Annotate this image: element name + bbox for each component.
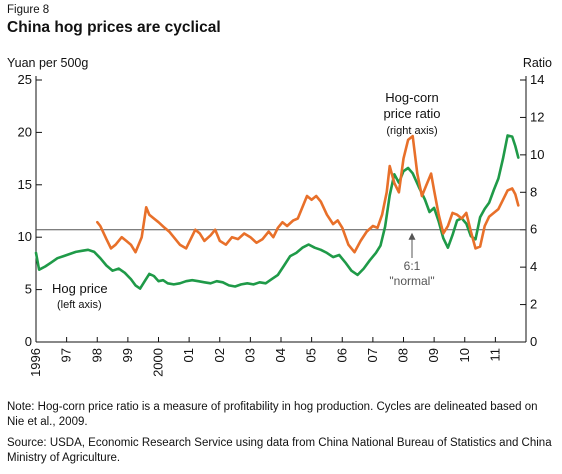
left-axis-tick-label: 15 <box>18 177 32 192</box>
right-axis-tick-label: 10 <box>530 147 544 162</box>
reference-sublabel: "normal" <box>389 274 434 288</box>
normal-arrow-head <box>408 232 416 240</box>
left-axis-tick-label: 25 <box>18 72 32 87</box>
x-axis-tick-label: 11 <box>487 348 502 362</box>
x-axis-tick-label: 07 <box>365 348 380 362</box>
left-axis-tick-label: 5 <box>25 282 32 297</box>
chart-source: Source: USDA, Economic Research Service … <box>7 437 552 464</box>
x-axis-tick-label: 09 <box>426 348 441 362</box>
x-axis-tick-label: 02 <box>212 348 227 362</box>
left-axis-tick-label: 10 <box>18 229 32 244</box>
left-axis-title: Yuan per 500g <box>7 56 89 70</box>
x-axis-tick-label: 10 <box>457 348 472 362</box>
figure-label: Figure 8 <box>7 4 50 16</box>
left-axis-tick-label: 20 <box>18 124 32 139</box>
right-axis-tick-label: 8 <box>530 184 537 199</box>
right-axis-tick-label: 2 <box>530 297 537 312</box>
ratio-label-line2: price ratio <box>383 106 440 121</box>
x-axis-tick-label: 06 <box>334 348 349 362</box>
x-axis-tick-label: 97 <box>59 348 74 362</box>
right-axis-tick-label: 12 <box>530 109 544 124</box>
hog-corn-ratio-line <box>96 134 520 254</box>
x-axis-tick-label: 05 <box>304 348 319 362</box>
x-axis-tick-label: 08 <box>396 348 411 362</box>
right-axis-tick-label: 14 <box>530 72 544 87</box>
x-axis-tick-label: 01 <box>181 348 196 362</box>
ratio-label-line1: Hog-corn <box>385 90 438 105</box>
reference-label: 6:1 <box>404 259 421 273</box>
right-axis-tick-label: 0 <box>530 334 537 349</box>
chart-note: Note: Hog-corn price ratio is a measure … <box>7 401 538 428</box>
left-axis-tick-label: 0 <box>25 334 32 349</box>
x-axis-tick-label: 04 <box>273 348 288 362</box>
x-axis-tick-label: 98 <box>89 348 104 362</box>
hog-price-sublabel: (left axis) <box>57 299 102 311</box>
right-axis-tick-label: 4 <box>530 259 537 274</box>
right-axis-tick-label: 6 <box>530 222 537 237</box>
hog-price-label: Hog price <box>52 281 108 296</box>
x-axis-tick-label: 03 <box>242 348 257 362</box>
chart-title: China hog prices are cyclical <box>7 19 221 36</box>
x-axis-tick-label: 99 <box>120 348 135 362</box>
x-axis-tick-label: 2000 <box>151 348 166 377</box>
right-axis-title: Ratio <box>522 56 552 70</box>
ratio-sublabel: (right axis) <box>386 125 437 137</box>
hog-price-line <box>34 134 520 290</box>
x-axis-tick-label: 1996 <box>28 348 43 377</box>
